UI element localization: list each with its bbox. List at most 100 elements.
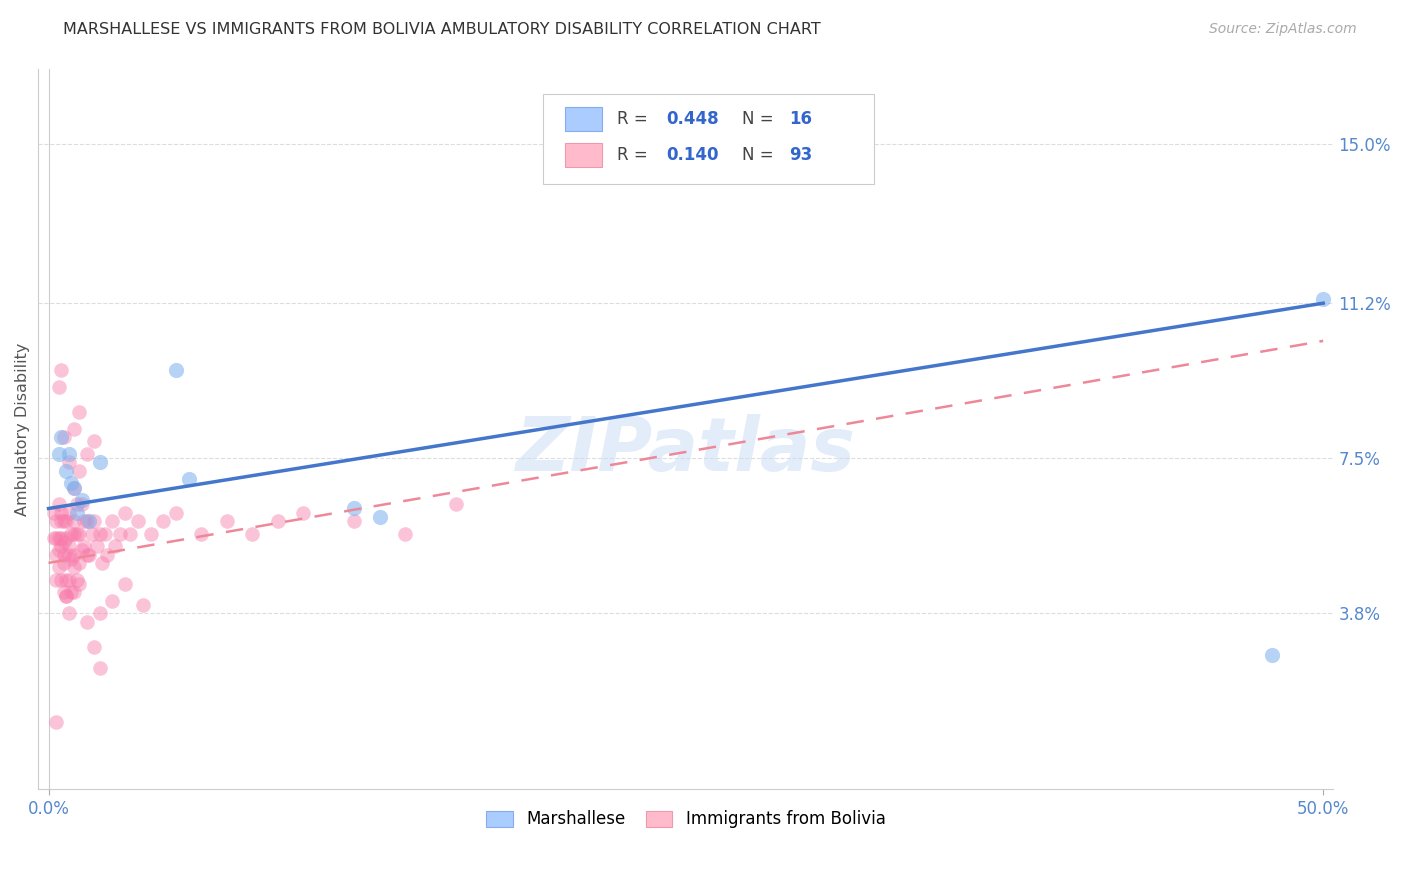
Point xyxy=(394,526,416,541)
Point xyxy=(446,497,468,511)
Point xyxy=(67,464,90,478)
Point xyxy=(48,531,70,545)
Point xyxy=(52,585,75,599)
Point xyxy=(63,560,86,574)
Point xyxy=(108,526,131,541)
Point xyxy=(177,472,200,486)
Point xyxy=(242,526,264,541)
Point xyxy=(63,548,86,562)
Point xyxy=(65,526,87,541)
Text: MARSHALLESE VS IMMIGRANTS FROM BOLIVIA AMBULATORY DISABILITY CORRELATION CHART: MARSHALLESE VS IMMIGRANTS FROM BOLIVIA A… xyxy=(63,22,821,37)
Text: R =: R = xyxy=(617,146,654,164)
Point xyxy=(101,593,124,607)
Point xyxy=(63,585,86,599)
Point xyxy=(65,497,87,511)
Point xyxy=(45,715,67,730)
Point xyxy=(76,447,98,461)
Point xyxy=(91,556,114,570)
Point xyxy=(70,543,93,558)
Point xyxy=(67,405,90,419)
FancyBboxPatch shape xyxy=(543,94,873,184)
Point xyxy=(55,464,77,478)
Point xyxy=(89,526,111,541)
Point xyxy=(55,514,77,528)
Bar xyxy=(565,107,602,130)
Point xyxy=(96,548,118,562)
Point xyxy=(114,577,136,591)
Point xyxy=(215,514,238,528)
Point xyxy=(45,573,67,587)
Point xyxy=(48,380,70,394)
Point xyxy=(83,640,105,654)
Point xyxy=(368,509,391,524)
Point xyxy=(67,577,90,591)
Point xyxy=(190,526,212,541)
Point xyxy=(343,514,366,528)
Point xyxy=(89,661,111,675)
Point xyxy=(42,506,65,520)
Point xyxy=(51,506,73,520)
Text: ZIPatlas: ZIPatlas xyxy=(516,414,856,487)
Text: N =: N = xyxy=(741,146,779,164)
Point xyxy=(55,590,77,604)
Point xyxy=(63,514,86,528)
Point xyxy=(48,560,70,574)
Point xyxy=(51,573,73,587)
Bar xyxy=(565,144,602,167)
Point xyxy=(79,514,101,528)
Text: 93: 93 xyxy=(789,146,813,164)
Point xyxy=(120,526,142,541)
Point xyxy=(292,506,315,520)
Point xyxy=(52,535,75,549)
Point xyxy=(58,606,80,620)
Point xyxy=(86,539,108,553)
Text: 0.448: 0.448 xyxy=(666,110,718,128)
Point xyxy=(45,548,67,562)
Point xyxy=(51,430,73,444)
Point xyxy=(83,434,105,449)
Point xyxy=(42,531,65,545)
Point xyxy=(60,526,83,541)
Point xyxy=(58,548,80,562)
Point xyxy=(114,506,136,520)
Point xyxy=(83,514,105,528)
Point xyxy=(165,363,187,377)
Point xyxy=(101,514,124,528)
Point xyxy=(80,526,103,541)
Point xyxy=(76,548,98,562)
Point xyxy=(343,501,366,516)
Y-axis label: Ambulatory Disability: Ambulatory Disability xyxy=(15,343,30,516)
Point xyxy=(127,514,149,528)
Point xyxy=(70,497,93,511)
Point xyxy=(139,526,162,541)
Point xyxy=(48,497,70,511)
Point xyxy=(58,447,80,461)
Point xyxy=(60,551,83,566)
Point xyxy=(1312,292,1334,306)
Point xyxy=(58,573,80,587)
Text: 16: 16 xyxy=(789,110,813,128)
Point xyxy=(55,590,77,604)
Text: 0.140: 0.140 xyxy=(666,146,718,164)
Point xyxy=(55,573,77,587)
Point xyxy=(63,481,86,495)
Point xyxy=(93,526,115,541)
Point xyxy=(63,526,86,541)
Point xyxy=(132,598,155,612)
Point xyxy=(63,481,86,495)
Point xyxy=(60,476,83,491)
Point xyxy=(45,514,67,528)
Point xyxy=(48,447,70,461)
Point xyxy=(52,514,75,528)
Text: Source: ZipAtlas.com: Source: ZipAtlas.com xyxy=(1209,22,1357,37)
Point xyxy=(89,455,111,469)
Point xyxy=(58,506,80,520)
Point xyxy=(267,514,290,528)
Point xyxy=(104,539,127,553)
Point xyxy=(63,422,86,436)
Point xyxy=(73,514,96,528)
Point xyxy=(89,606,111,620)
Point xyxy=(152,514,174,528)
Point xyxy=(65,506,87,520)
Point xyxy=(52,430,75,444)
